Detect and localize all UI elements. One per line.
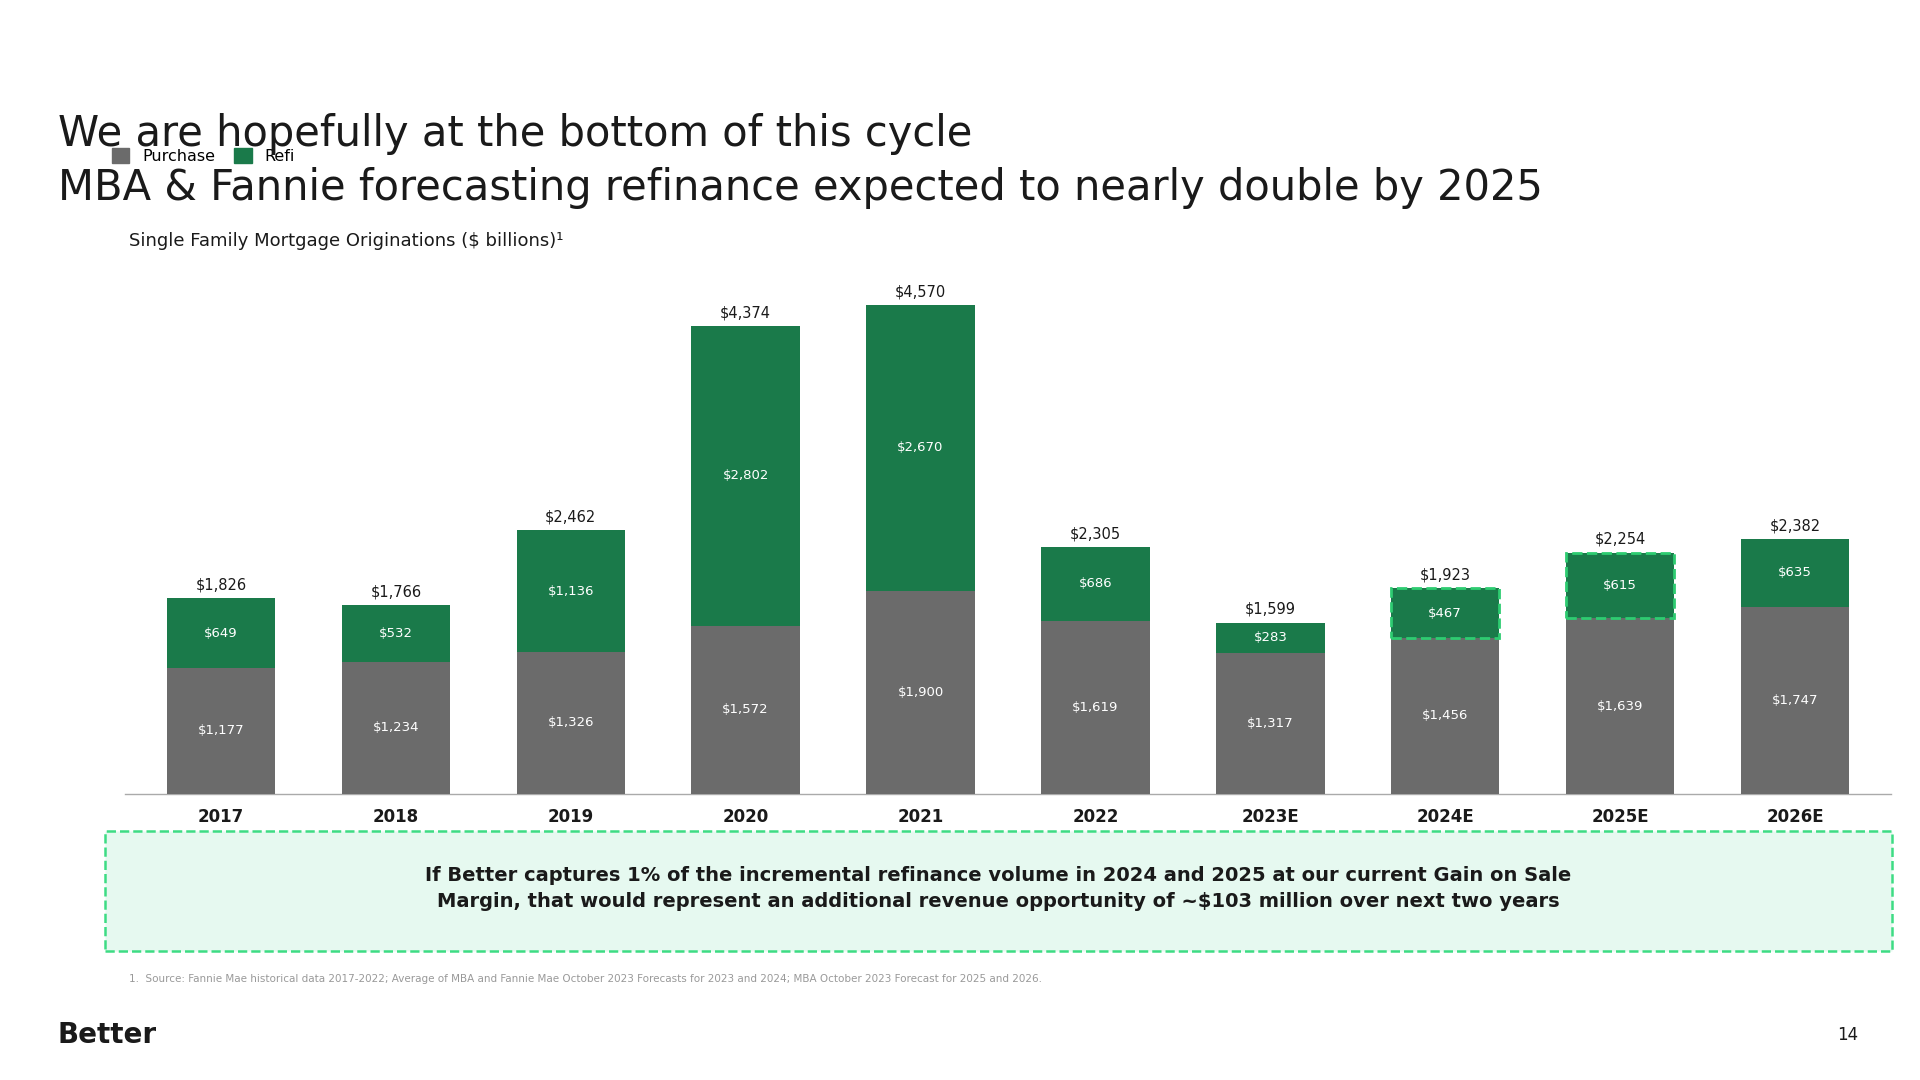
Text: $2,382: $2,382 [1770, 518, 1820, 534]
Text: $1,639: $1,639 [1597, 700, 1644, 713]
Text: $1,619: $1,619 [1071, 701, 1119, 714]
Bar [1741, 539, 1849, 607]
Bar [1215, 623, 1325, 653]
Bar [516, 530, 626, 652]
Text: $2,254: $2,254 [1594, 531, 1645, 546]
Text: $635: $635 [1778, 567, 1812, 580]
Text: Well Capitalized and Positioned for the Future: Well Capitalized and Positioned for the … [1548, 13, 1882, 28]
Bar [1390, 589, 1500, 638]
Text: $1,599: $1,599 [1244, 602, 1296, 617]
Text: $1,923: $1,923 [1419, 567, 1471, 582]
Bar [1215, 653, 1325, 794]
Text: $649: $649 [204, 626, 238, 639]
Text: $686: $686 [1079, 578, 1112, 591]
Bar [866, 591, 975, 794]
Bar [691, 326, 801, 625]
Bar [1741, 607, 1849, 794]
Legend: Purchase, Refi: Purchase, Refi [111, 148, 296, 164]
Text: Better: Better [58, 1021, 157, 1049]
Text: $2,802: $2,802 [722, 470, 768, 483]
Bar [1390, 638, 1500, 794]
Text: $1,456: $1,456 [1423, 710, 1469, 723]
Bar [167, 667, 275, 794]
Text: $1,900: $1,900 [897, 686, 943, 699]
Text: $1,317: $1,317 [1246, 717, 1294, 730]
Bar [691, 625, 801, 794]
Bar [342, 662, 449, 794]
Text: $1,234: $1,234 [372, 721, 419, 734]
Text: If Better captures 1% of the incremental refinance volume in 2024 and 2025 at ou: If Better captures 1% of the incremental… [424, 866, 1572, 912]
Bar [1567, 553, 1674, 619]
Bar [167, 598, 275, 667]
Bar [1041, 621, 1150, 794]
Text: 14: 14 [1837, 1026, 1859, 1043]
Bar [1041, 548, 1150, 621]
Bar [342, 605, 449, 662]
Bar [1390, 589, 1500, 638]
Text: 1.  Source: Fannie Mae historical data 2017-2022; Average of MBA and Fannie Mae : 1. Source: Fannie Mae historical data 20… [129, 974, 1043, 984]
Bar [516, 652, 626, 794]
Text: $2,462: $2,462 [545, 510, 597, 525]
Text: $4,570: $4,570 [895, 284, 947, 299]
Text: $1,326: $1,326 [547, 716, 593, 729]
Text: $532: $532 [378, 626, 413, 639]
Text: $2,305: $2,305 [1069, 526, 1121, 541]
Text: $1,747: $1,747 [1772, 693, 1818, 707]
Text: Single Family Mortgage Originations ($ billions)¹: Single Family Mortgage Originations ($ b… [129, 232, 563, 251]
Text: We are hopefully at the bottom of this cycle: We are hopefully at the bottom of this c… [58, 113, 972, 156]
Text: $4,374: $4,374 [720, 305, 772, 320]
Bar [1567, 619, 1674, 794]
Text: $1,136: $1,136 [547, 584, 593, 597]
Text: $1,177: $1,177 [198, 725, 244, 738]
Text: $283: $283 [1254, 632, 1286, 645]
Text: MBA & Fannie forecasting refinance expected to nearly double by 2025: MBA & Fannie forecasting refinance expec… [58, 167, 1542, 210]
Text: $1,766: $1,766 [371, 584, 422, 599]
Text: $2,670: $2,670 [897, 442, 945, 455]
Text: $1,826: $1,826 [196, 578, 246, 593]
Text: $467: $467 [1428, 607, 1463, 620]
Text: $1,572: $1,572 [722, 703, 770, 716]
Bar [866, 305, 975, 591]
Bar [1567, 553, 1674, 619]
Text: $615: $615 [1603, 579, 1638, 592]
